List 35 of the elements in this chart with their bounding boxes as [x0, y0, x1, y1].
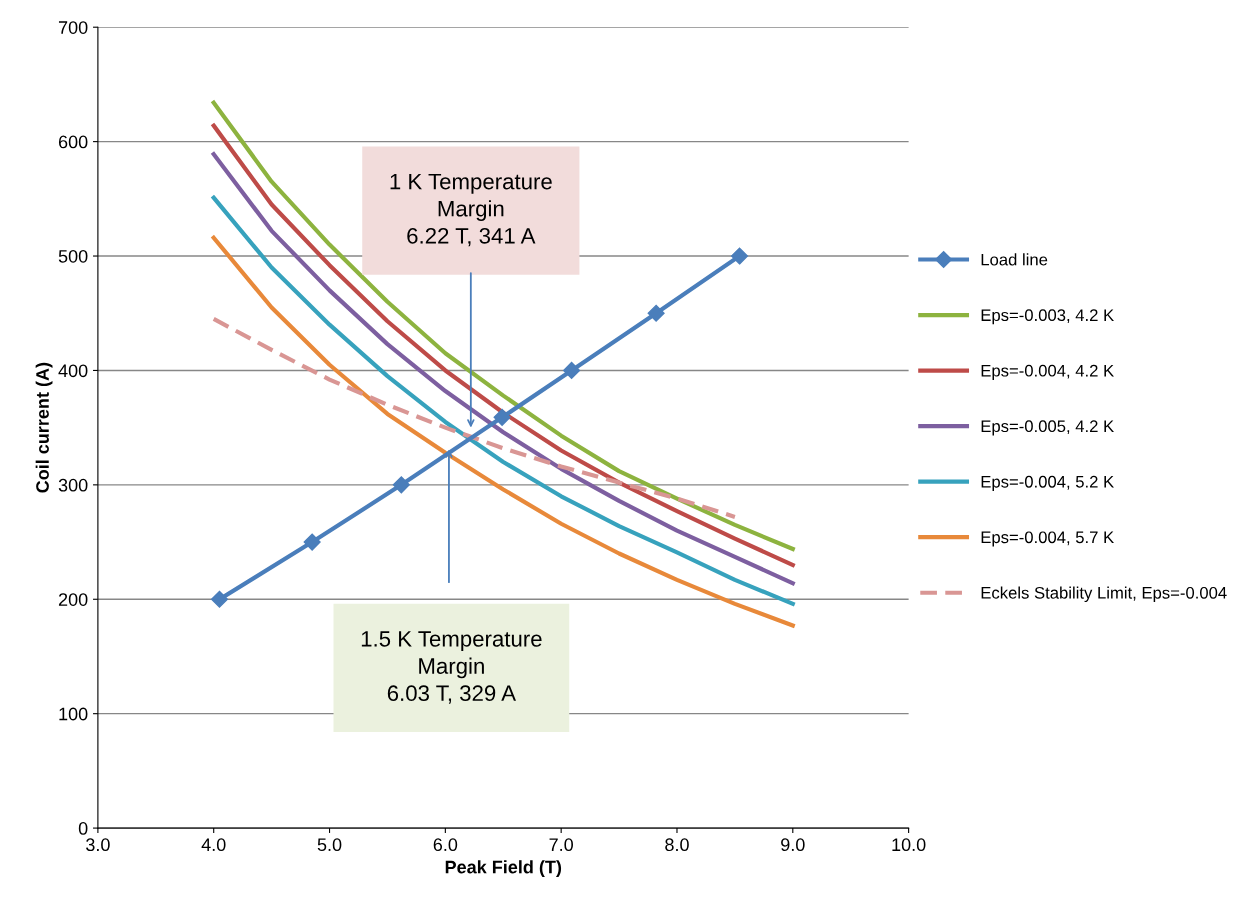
legend-label: Eps=-0.003, 4.2 K	[981, 309, 1114, 325]
y-tick-label: 700	[58, 21, 88, 34]
x-tick-label: 6.0	[433, 838, 458, 852]
point	[730, 247, 749, 265]
legend-label: Load line	[981, 253, 1048, 266]
x-tick-label: 8.0	[665, 838, 689, 852]
legend-label: Eps=-0.004, 4.2 K	[981, 364, 1114, 380]
x-tick-label: 7.0	[549, 838, 574, 852]
y-tick-label: 400	[58, 364, 88, 378]
point	[563, 361, 581, 379]
point	[392, 476, 410, 494]
annotation: 1 K Temperature Margin 6.22 T, 341 A	[390, 173, 552, 247]
y-tick-label: 500	[58, 249, 88, 263]
y-tick-label: 300	[58, 478, 88, 492]
x-tick-label: 4.0	[201, 838, 226, 852]
legend-label: Eckels Stability Limit, Eps=-0.004	[981, 586, 1227, 603]
point	[303, 533, 321, 551]
annotation: 1.5 K Temperature Margin 6.03 T, 329 A	[361, 631, 542, 704]
y-axis-title: Coil current (A)	[35, 362, 53, 493]
legend-label: Eps=-0.004, 5.2 K	[981, 475, 1114, 491]
x-tick-label: 9.0	[781, 838, 805, 852]
point	[210, 590, 229, 608]
legend-label: Eps=-0.004, 5.7 K	[981, 531, 1114, 547]
y-tick-label: 0	[78, 822, 88, 835]
point	[647, 304, 665, 322]
point	[493, 408, 511, 426]
x-tick-label: 5.0	[317, 838, 342, 852]
x-axis-title: Peak Field (T)	[445, 860, 562, 878]
x-tick-label: 3.0	[86, 838, 110, 852]
x-tick-label: 10.0	[892, 838, 926, 852]
line-series	[211, 316, 737, 519]
y-tick-label: 200	[58, 593, 88, 606]
y-tick-label: 600	[58, 135, 88, 149]
legend-label: Eps=-0.005, 4.2 K	[981, 420, 1114, 436]
y-tick-label: 100	[59, 707, 88, 721]
